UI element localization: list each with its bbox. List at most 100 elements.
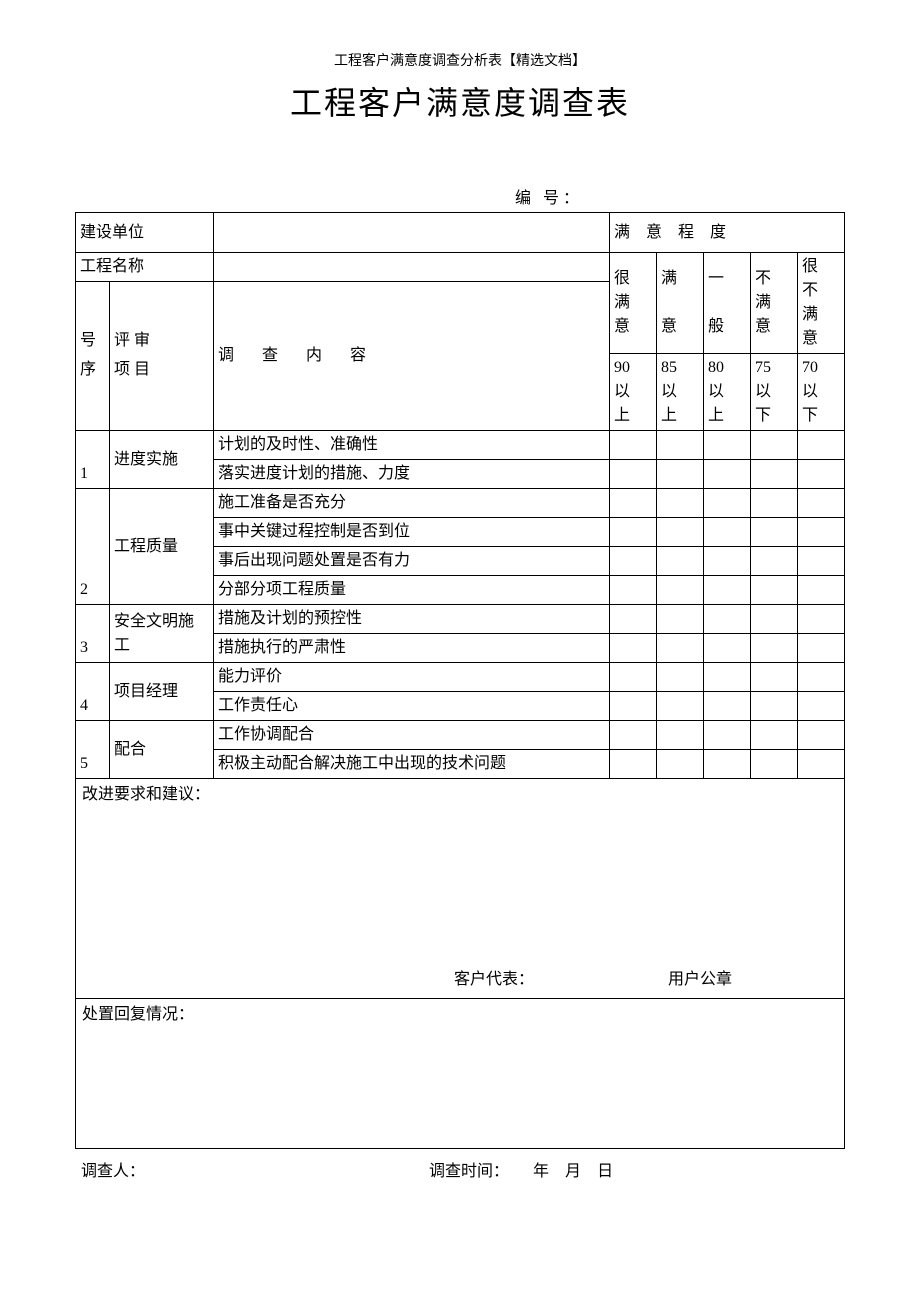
suggestions-label: 改进要求和建议： — [82, 783, 210, 807]
rating-cell[interactable] — [609, 605, 656, 634]
rating-cell[interactable] — [750, 518, 797, 547]
rating-cell[interactable] — [750, 605, 797, 634]
date-month: 月 — [565, 1163, 581, 1180]
item-text: 积极主动配合解决施工中出现的技术问题 — [214, 750, 610, 779]
rating-cell[interactable] — [750, 663, 797, 692]
col-category-header: 评 审 项 目 — [110, 282, 214, 431]
survey-time-label: 调查时间： — [429, 1163, 509, 1180]
project-name-input[interactable] — [214, 253, 610, 282]
rating-cell[interactable] — [609, 576, 656, 605]
rating-cell[interactable] — [750, 547, 797, 576]
rating-cell[interactable] — [703, 547, 750, 576]
rating-cell[interactable] — [609, 489, 656, 518]
rating-cell[interactable] — [797, 518, 844, 547]
rating-cell[interactable] — [703, 431, 750, 460]
section-category: 项目经理 — [110, 663, 214, 721]
rating-cell[interactable] — [797, 605, 844, 634]
rating-label-0: 很 满 意 — [609, 253, 656, 354]
reply-box[interactable]: 处置回复情况： — [76, 999, 845, 1149]
rating-cell[interactable] — [703, 489, 750, 518]
rating-cell[interactable] — [609, 750, 656, 779]
rating-cell[interactable] — [703, 663, 750, 692]
rating-cell[interactable] — [609, 692, 656, 721]
item-text: 措施执行的严肃性 — [214, 634, 610, 663]
rating-cell[interactable] — [750, 750, 797, 779]
rating-cell[interactable] — [750, 634, 797, 663]
rating-cell[interactable] — [797, 663, 844, 692]
rating-cell[interactable] — [703, 692, 750, 721]
section-category: 配合 — [110, 721, 214, 779]
rating-cell[interactable] — [750, 460, 797, 489]
col-num-header: 号序 — [76, 282, 110, 431]
rating-cell[interactable] — [656, 576, 703, 605]
rating-score-4: 70 以 下 — [797, 354, 844, 431]
rating-cell[interactable] — [609, 431, 656, 460]
item-text: 落实进度计划的措施、力度 — [214, 460, 610, 489]
rating-cell[interactable] — [703, 721, 750, 750]
rating-cell[interactable] — [656, 663, 703, 692]
rating-cell[interactable] — [656, 431, 703, 460]
date-year: 年 — [533, 1163, 549, 1180]
suggestions-box[interactable]: 改进要求和建议： 客户代表： 用户公章 — [76, 779, 845, 999]
rating-cell[interactable] — [750, 692, 797, 721]
rating-cell[interactable] — [797, 460, 844, 489]
reply-label: 处置回复情况： — [82, 1006, 194, 1023]
item-text: 事后出现问题处置是否有力 — [214, 547, 610, 576]
rating-cell[interactable] — [609, 663, 656, 692]
rating-cell[interactable] — [609, 518, 656, 547]
rating-cell[interactable] — [609, 460, 656, 489]
construction-unit-input[interactable] — [214, 213, 610, 253]
rating-cell[interactable] — [609, 547, 656, 576]
date-day: 日 — [597, 1163, 613, 1180]
col-content-header: 调 查 内 容 — [214, 282, 610, 431]
rating-cell[interactable] — [797, 576, 844, 605]
rating-cell[interactable] — [703, 576, 750, 605]
rating-cell[interactable] — [750, 431, 797, 460]
serial-number-label: 编 号： — [75, 184, 845, 208]
rating-cell[interactable] — [656, 489, 703, 518]
satisfaction-header: 满 意 程 度 — [609, 213, 844, 253]
rating-cell[interactable] — [703, 634, 750, 663]
rating-cell[interactable] — [656, 605, 703, 634]
rating-cell[interactable] — [797, 489, 844, 518]
rating-cell[interactable] — [656, 692, 703, 721]
rating-cell[interactable] — [656, 518, 703, 547]
rating-cell[interactable] — [797, 634, 844, 663]
rating-cell[interactable] — [797, 750, 844, 779]
rating-cell[interactable] — [656, 750, 703, 779]
rating-cell[interactable] — [797, 547, 844, 576]
rating-cell[interactable] — [750, 576, 797, 605]
rating-cell[interactable] — [797, 431, 844, 460]
rating-cell[interactable] — [703, 750, 750, 779]
rating-cell[interactable] — [703, 460, 750, 489]
section-num: 3 — [76, 605, 110, 663]
section-category: 工程质量 — [110, 489, 214, 605]
item-text: 施工准备是否充分 — [214, 489, 610, 518]
rating-cell[interactable] — [656, 460, 703, 489]
item-text: 工作协调配合 — [214, 721, 610, 750]
section-num: 4 — [76, 663, 110, 721]
section-num: 1 — [76, 431, 110, 489]
rating-cell[interactable] — [656, 634, 703, 663]
rating-cell[interactable] — [656, 721, 703, 750]
rating-label-2: 一 般 — [703, 253, 750, 354]
section-num: 2 — [76, 489, 110, 605]
rating-label-3: 不 满 意 — [750, 253, 797, 354]
doc-title: 工程客户满意度调查表 — [75, 78, 845, 124]
rating-score-3: 75 以 下 — [750, 354, 797, 431]
rating-score-0: 90 以 上 — [609, 354, 656, 431]
item-text: 措施及计划的预控性 — [214, 605, 610, 634]
survey-table: 建设单位 满 意 程 度 工程名称 很 满 意 满 意 一 般 不 满 意 很 … — [75, 212, 845, 1149]
rating-cell[interactable] — [750, 721, 797, 750]
rating-cell[interactable] — [797, 692, 844, 721]
rating-cell[interactable] — [750, 489, 797, 518]
rating-cell[interactable] — [609, 721, 656, 750]
rating-cell[interactable] — [609, 634, 656, 663]
rating-cell[interactable] — [703, 605, 750, 634]
rating-cell[interactable] — [703, 518, 750, 547]
rating-cell[interactable] — [656, 547, 703, 576]
rating-cell[interactable] — [797, 721, 844, 750]
item-text: 计划的及时性、准确性 — [214, 431, 610, 460]
section-category: 进度实施 — [110, 431, 214, 489]
item-text: 事中关键过程控制是否到位 — [214, 518, 610, 547]
